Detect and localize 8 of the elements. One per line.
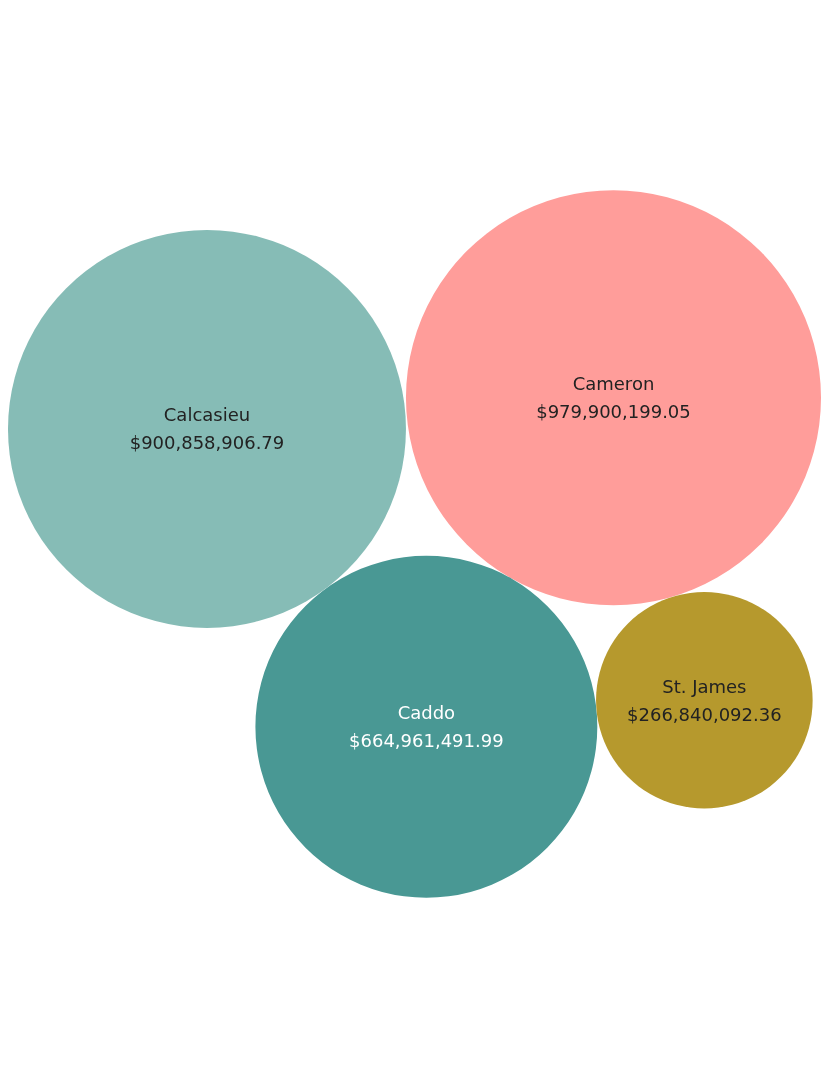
data-label: $979,900,199.05 (536, 401, 691, 423)
data-label: $900,858,906.79 (129, 432, 285, 454)
data-label: $266,840,092.36 (627, 703, 782, 725)
category-label: Calcasieu (163, 404, 251, 426)
category-label: St. James (662, 675, 747, 697)
category-label: Cameron (572, 373, 655, 395)
data-label: $664,961,491.99 (349, 730, 504, 752)
category-label: Caddo (397, 702, 456, 724)
